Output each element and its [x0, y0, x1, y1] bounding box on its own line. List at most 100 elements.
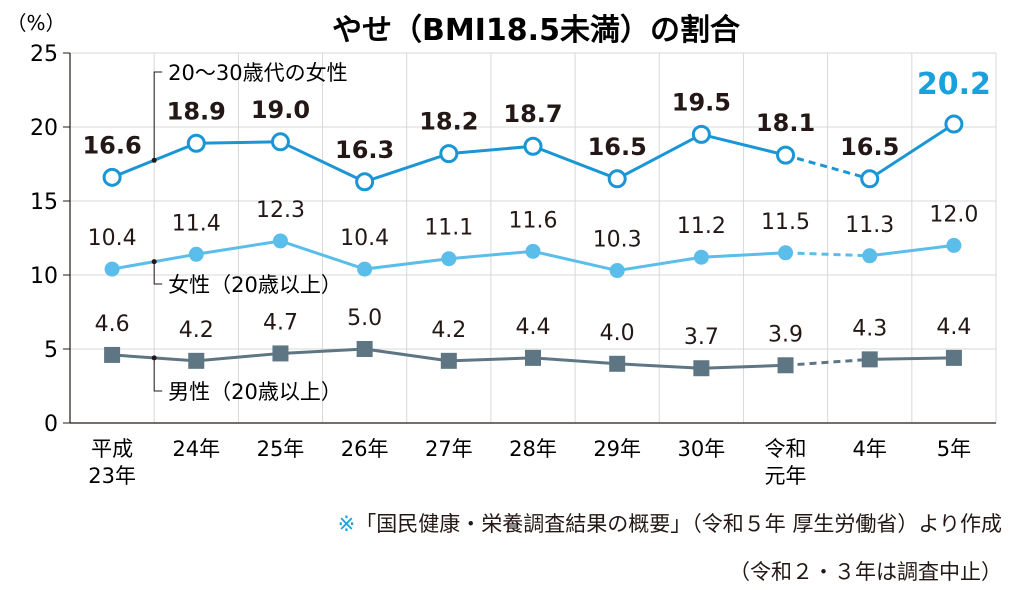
- series-segment: [701, 251, 786, 259]
- data-label: 11.2: [677, 214, 726, 239]
- y-tick-label: 10: [30, 264, 58, 289]
- series-segment: [701, 363, 786, 370]
- x-tick-label: 平成 23年: [88, 437, 136, 488]
- data-label: 3.7: [684, 325, 719, 350]
- x-tick-label: 4年: [853, 437, 887, 461]
- series-segment: [196, 140, 281, 145]
- data-label: 4.0: [600, 321, 635, 346]
- y-tick-label: 20: [30, 116, 58, 141]
- data-point: [441, 251, 457, 267]
- series-label-2: 女性（20歳以上）: [151, 259, 342, 297]
- data-point: [186, 133, 206, 153]
- note-mark: ※: [337, 512, 356, 536]
- data-point: [776, 145, 796, 165]
- series-segment-dashed: [785, 153, 871, 181]
- series-name-label: 男性（20歳以上）: [168, 380, 342, 404]
- x-tick-label: 30年: [677, 437, 725, 461]
- series-segment: [279, 140, 366, 184]
- data-label: 10.3: [593, 228, 642, 253]
- data-point: [272, 233, 288, 249]
- series-segment: [532, 356, 618, 366]
- x-tick-label: 26年: [341, 437, 389, 461]
- series-1: 16.6 18.9 19.0 16.3 18.2 18.7 16.5 19.5 18.1 16.5…: [82, 67, 991, 192]
- data-point: [356, 341, 373, 357]
- data-label: 16.5: [840, 133, 899, 161]
- series-segment: [279, 239, 366, 271]
- data-point: [609, 355, 626, 372]
- series-segment: [448, 249, 534, 261]
- source-note: ※「国民健康・栄養調査結果の概要」（令和５年 厚生労働省）より作成: [338, 508, 1002, 538]
- data-point: [946, 237, 962, 253]
- data-point: [861, 351, 878, 368]
- series-segment: [364, 347, 450, 363]
- data-point: [691, 124, 711, 144]
- data-label: 4.6: [95, 312, 130, 337]
- series-label-1: 20〜30歳代の女性: [151, 61, 348, 163]
- x-tick-label: 25年: [257, 437, 305, 461]
- data-label: 4.2: [431, 318, 466, 343]
- data-label: 18.7: [503, 100, 562, 128]
- data-point: [693, 360, 710, 377]
- x-tick-label: 29年: [593, 437, 641, 461]
- data-point: [525, 349, 541, 366]
- leader-line: [153, 357, 163, 392]
- data-label: 11.1: [424, 216, 473, 241]
- data-point: [607, 169, 627, 189]
- source-text: 「国民健康・栄養調査結果の概要」（令和５年 厚生労働省）より作成: [355, 512, 1002, 536]
- axes: [63, 52, 996, 424]
- x-tick-label: 27年: [425, 437, 473, 461]
- series-segment: [280, 347, 365, 355]
- data-label: 10.4: [88, 226, 137, 251]
- series-segment: [364, 257, 450, 271]
- data-label: 11.3: [845, 213, 894, 238]
- x-tick-label: 令和元年: [765, 437, 807, 488]
- data-point: [188, 246, 204, 262]
- data-point: [102, 167, 122, 187]
- data-label: 4.3: [852, 316, 887, 341]
- data-point: [355, 172, 375, 192]
- y-tick-labels: 0 5 10 15 20 25: [30, 42, 58, 437]
- data-point: [272, 345, 289, 362]
- series-name-label: 女性（20歳以上）: [168, 273, 342, 297]
- data-point: [693, 249, 709, 265]
- data-label: 18.2: [419, 108, 478, 136]
- data-point: [944, 114, 964, 134]
- x-tick-label: 5年: [937, 437, 971, 461]
- y-axis-unit: （%）: [6, 11, 65, 35]
- data-point: [439, 144, 459, 164]
- series-segment: [869, 243, 955, 258]
- data-label: 20.2: [917, 67, 991, 102]
- data-label: 4.2: [179, 318, 214, 343]
- leader-line: [153, 71, 163, 161]
- data-label: 16.6: [82, 131, 141, 159]
- data-label: 12.0: [929, 202, 978, 227]
- series-3: 4.6 4.2 4.7 5.0 4.2 4.4 4.0 3.7 3.9 4.3 4.4: [95, 306, 971, 377]
- series-group: 16.6 18.9 19.0 16.3 18.2 18.7 16.5 19.5 18.1 16.5…: [82, 67, 991, 377]
- series-segment: [616, 255, 702, 273]
- series-segment: [869, 356, 954, 361]
- series-segment: [701, 132, 786, 157]
- data-label: 4.4: [936, 315, 971, 340]
- data-point: [523, 136, 543, 156]
- y-tick-label: 15: [30, 190, 58, 215]
- data-label: 10.4: [340, 226, 389, 251]
- x-tick-label: 24年: [172, 437, 220, 461]
- data-point: [945, 349, 962, 366]
- data-label: 11.4: [172, 211, 221, 236]
- series-segment: [616, 133, 703, 181]
- data-label: 11.5: [761, 210, 810, 235]
- data-label: 16.5: [588, 133, 647, 161]
- y-tick-label: 5: [44, 338, 58, 363]
- series-segment: [617, 362, 702, 370]
- data-label: 19.0: [251, 96, 310, 124]
- series-segment: [448, 144, 534, 156]
- series-segment: [196, 239, 281, 256]
- series-segment-dashed: [785, 251, 870, 258]
- data-point: [440, 352, 457, 369]
- data-point: [860, 169, 880, 189]
- x-tick-label: 28年: [509, 437, 557, 461]
- series-label-3: 男性（20歳以上）: [151, 355, 342, 404]
- data-label: 4.7: [263, 310, 298, 335]
- data-point: [525, 243, 541, 259]
